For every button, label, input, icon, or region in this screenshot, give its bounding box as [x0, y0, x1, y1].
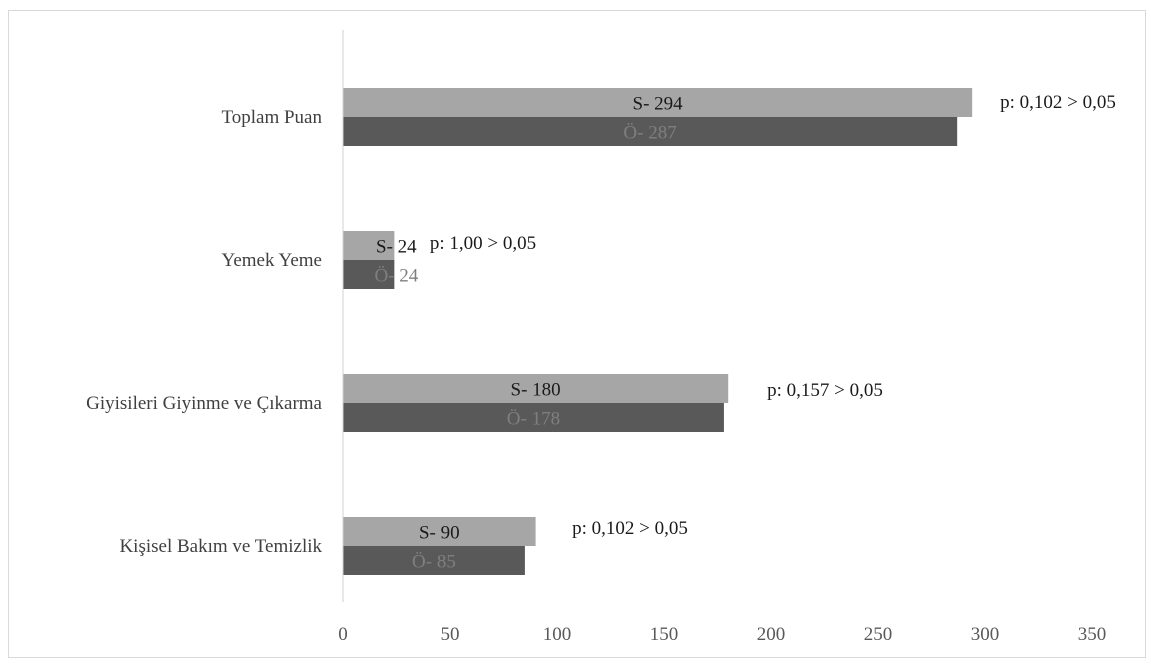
bar-data-label: Ö- 178	[507, 409, 560, 430]
bar-data-label: Ö- 287	[623, 123, 676, 144]
bar-data-label: Ö- 24	[374, 266, 418, 287]
category-label: Yemek Yeme	[222, 250, 322, 271]
p-value-annotation: p: 0,102 > 0,05	[572, 518, 688, 539]
bar-data-label: S- 180	[511, 380, 561, 401]
bar-data-label: Ö- 85	[412, 552, 456, 573]
x-tick-label: 350	[1078, 624, 1107, 645]
bar-s-1	[343, 517, 536, 546]
bar-ö-3	[343, 260, 395, 289]
x-tick-label: 150	[650, 624, 679, 645]
x-tick-label: 200	[757, 624, 786, 645]
bar-ö-1	[343, 546, 525, 575]
p-value-annotation: p: 1,00 > 0,05	[430, 233, 536, 254]
bar-data-label: S- 90	[419, 523, 460, 544]
bar-s-2	[343, 374, 729, 403]
bar-s-3	[343, 231, 395, 260]
bar-s-4	[343, 88, 973, 117]
x-tick-label: 0	[338, 624, 348, 645]
p-value-annotation: p: 0,157 > 0,05	[767, 380, 883, 401]
category-label: Giyisileri Giyinme ve Çıkarma	[86, 393, 322, 414]
bar-ö-2	[343, 403, 724, 432]
p-value-annotation: p: 0,102 > 0,05	[1000, 92, 1116, 113]
x-tick-label: 300	[971, 624, 1000, 645]
bar-data-label: S- 294	[633, 94, 684, 115]
bar-ö-4	[343, 117, 958, 146]
x-tick-label: 100	[543, 624, 572, 645]
x-tick-label: 250	[864, 624, 893, 645]
bar-data-label: S- 24	[376, 237, 417, 258]
x-tick-label: 50	[441, 624, 460, 645]
category-label: Toplam Puan	[221, 107, 322, 128]
category-label: Kişisel Bakım ve Temizlik	[119, 536, 322, 557]
